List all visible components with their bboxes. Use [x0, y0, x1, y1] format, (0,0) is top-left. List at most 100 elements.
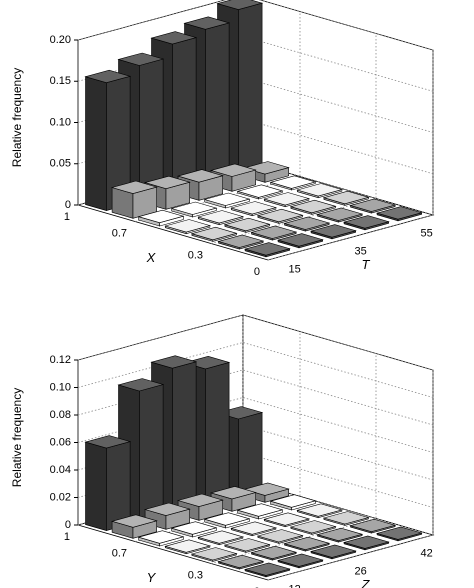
- grid-line: [77, 0, 434, 51]
- bar: [283, 216, 331, 232]
- bar-top: [117, 52, 165, 66]
- bar-top: [84, 435, 132, 449]
- z-tick-label: 0.10: [50, 116, 71, 128]
- bar-top: [110, 514, 158, 528]
- bar: [342, 215, 390, 231]
- bar-top: [342, 215, 390, 229]
- bar-top: [223, 538, 271, 552]
- z-tick-label: 0.02: [50, 491, 71, 503]
- bar: [243, 242, 291, 258]
- z-tick-label: 0.10: [50, 381, 71, 393]
- x-tick-label: 12: [289, 583, 301, 588]
- z-axis-label: Relative frequency: [10, 68, 24, 167]
- y-axis-label: X: [146, 250, 157, 265]
- bar: [203, 512, 251, 529]
- bar: [170, 201, 218, 218]
- x-tick-label: 42: [421, 547, 433, 559]
- bar: [309, 544, 357, 560]
- bar: [309, 224, 357, 240]
- bar-top: [283, 216, 331, 230]
- bar: [190, 547, 238, 562]
- bar-top: [117, 378, 165, 392]
- x-tick-label: 35: [355, 245, 367, 257]
- bar-front: [139, 384, 164, 522]
- bar-top: [349, 198, 397, 212]
- bar-top: [276, 233, 324, 247]
- bar-top: [236, 503, 284, 517]
- y-tick-label: 0.3: [188, 249, 203, 261]
- bar-front: [238, 412, 263, 495]
- bar-top: [176, 169, 224, 183]
- bar-top: [217, 554, 265, 569]
- bar-top: [230, 521, 278, 535]
- bar-top: [243, 562, 291, 576]
- bar: [223, 538, 271, 553]
- z-tick-label: 0: [65, 199, 71, 211]
- z-tick-label: 0.04: [50, 464, 71, 476]
- bar: [110, 180, 158, 219]
- z-tick-label: 0: [65, 519, 71, 531]
- bar: [170, 521, 218, 538]
- bar: [276, 553, 324, 569]
- bar-top: [203, 192, 251, 206]
- y-tick-label: 1: [64, 531, 70, 543]
- bar-top: [190, 547, 238, 561]
- bar: [137, 209, 185, 227]
- y-tick-label: 0: [254, 586, 260, 588]
- bar-top: [316, 527, 364, 542]
- y-tick-label: 0: [254, 266, 260, 278]
- x-axis-label: Z: [361, 577, 371, 588]
- bar-top: [137, 530, 185, 544]
- bar-top: [143, 502, 191, 516]
- bar: [342, 535, 390, 551]
- bar-top: [250, 225, 298, 239]
- bar-top: [216, 0, 264, 10]
- z-axis-label: Relative frequency: [10, 388, 24, 487]
- bar-top: [203, 512, 251, 526]
- bar-top: [269, 494, 317, 508]
- bar: [375, 206, 423, 222]
- bar-top: [110, 180, 158, 194]
- bar-top: [176, 493, 224, 507]
- bar-top: [209, 486, 257, 500]
- bar-front: [172, 37, 197, 193]
- bar-top: [276, 553, 324, 567]
- bar: [230, 521, 278, 537]
- bar: [203, 192, 251, 209]
- bar: [236, 184, 284, 200]
- bar: [296, 183, 344, 199]
- bar: [236, 503, 284, 520]
- bar: [375, 526, 423, 542]
- bar: [256, 529, 304, 544]
- bar-front: [205, 362, 230, 504]
- bar-top: [164, 539, 212, 553]
- bar-top: [164, 219, 212, 233]
- bar: [84, 69, 132, 211]
- x-tick-label: 55: [421, 227, 433, 239]
- bar-top: [263, 512, 311, 526]
- bar-top: [375, 206, 423, 220]
- bar: [84, 435, 132, 531]
- bar: [263, 512, 311, 528]
- y-axis-label: Y: [147, 570, 157, 585]
- bar-top: [269, 175, 317, 189]
- bar: [223, 217, 271, 233]
- bar: [197, 530, 245, 546]
- bar: [349, 198, 397, 214]
- bar: [243, 562, 291, 578]
- grid-line: [267, 370, 434, 581]
- bar: [322, 190, 370, 206]
- bar-top: [190, 226, 238, 241]
- bar-front: [205, 22, 230, 184]
- x-tick-label: 26: [355, 565, 367, 577]
- y-tick-label: 0.3: [188, 569, 203, 581]
- z-tick-label: 0.05: [50, 158, 71, 170]
- bar: [316, 207, 364, 223]
- bar: [289, 520, 337, 535]
- bar-top: [250, 545, 298, 560]
- z-tick-label: 0.20: [50, 34, 71, 46]
- bar-top: [84, 69, 132, 84]
- bar: [137, 530, 185, 547]
- bar: [276, 233, 324, 249]
